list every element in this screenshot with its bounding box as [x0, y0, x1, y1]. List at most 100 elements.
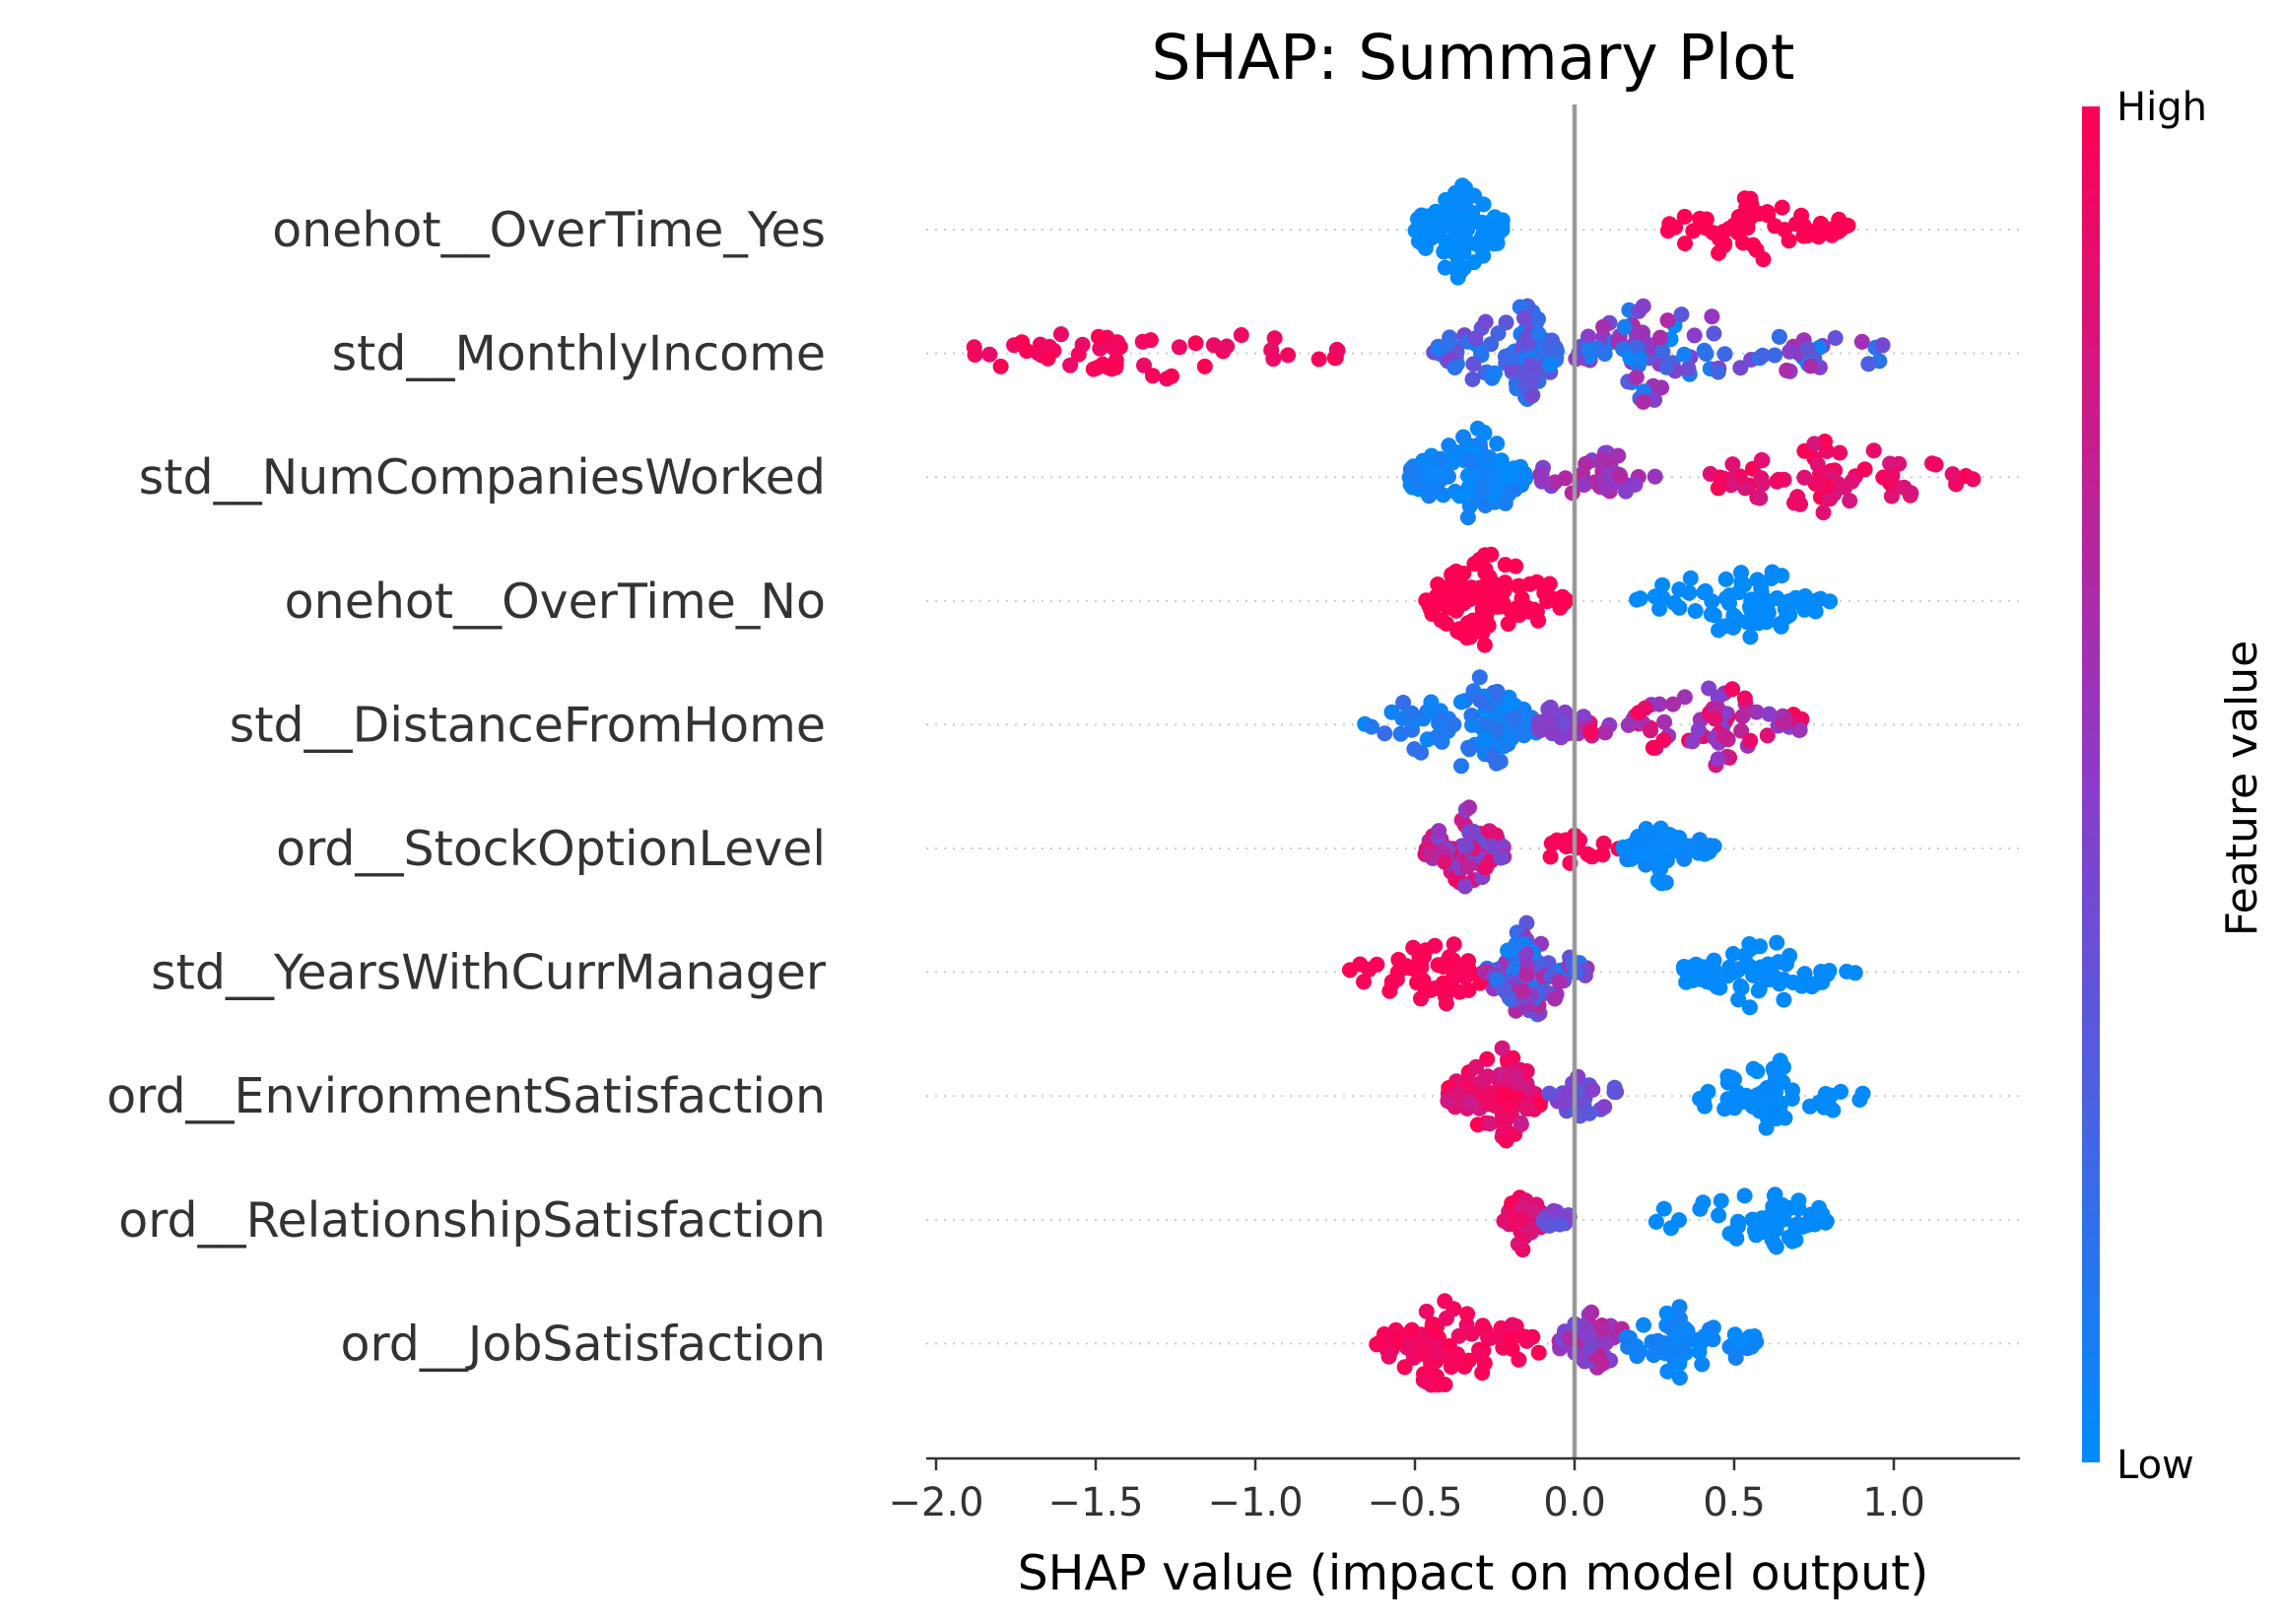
x-tick-label: 0.5 — [1703, 1480, 1766, 1525]
shap-point — [1548, 1203, 1565, 1220]
shap-point — [1728, 1230, 1745, 1247]
shap-point — [1052, 326, 1069, 343]
shap-point — [1522, 356, 1539, 372]
shap-point — [1710, 364, 1726, 380]
shap-point — [1363, 718, 1379, 735]
shap-point — [1455, 565, 1472, 581]
shap-point — [1582, 723, 1599, 740]
shap-point — [1461, 799, 1477, 816]
x-tick-label: −0.5 — [1367, 1480, 1462, 1525]
shap-point — [1742, 629, 1759, 645]
shap-point — [1767, 347, 1783, 364]
shap-point — [1497, 495, 1513, 511]
shap-point — [1748, 704, 1765, 720]
shap-point — [1671, 1355, 1688, 1372]
shap-point — [1434, 585, 1450, 602]
shap-point — [1458, 1317, 1475, 1333]
shap-point — [1484, 838, 1501, 854]
shap-point — [1744, 1099, 1761, 1115]
shap-point — [1430, 1377, 1446, 1393]
shap-point — [1684, 733, 1701, 750]
feature-label: ord__JobSatisfaction — [341, 1316, 826, 1372]
shap-point — [1266, 330, 1283, 347]
shap-point — [1539, 712, 1556, 729]
shap-point — [1658, 1335, 1675, 1352]
shap-point — [1729, 1213, 1746, 1230]
shap-point — [1265, 351, 1282, 368]
shap-point — [1428, 203, 1445, 220]
shap-point — [1488, 755, 1505, 772]
shap-point — [1444, 567, 1460, 583]
shap-point — [1136, 357, 1152, 373]
feature-label: ord__StockOptionLevel — [276, 821, 826, 877]
shap-point — [1487, 209, 1503, 226]
shap-point — [1503, 483, 1519, 499]
shap-point — [1445, 936, 1462, 953]
shap-point — [1453, 694, 1469, 710]
shap-point — [1543, 835, 1560, 851]
shap-point — [1465, 254, 1482, 271]
shap-point — [1807, 603, 1824, 620]
shap-point — [1779, 362, 1795, 378]
shap-point — [1542, 848, 1559, 865]
shap-point — [1774, 199, 1790, 216]
shap-point — [1671, 1370, 1688, 1387]
shap-point — [1727, 1349, 1744, 1366]
shap-point — [1142, 332, 1159, 349]
shap-point — [1164, 368, 1179, 384]
shap-point — [1424, 1319, 1441, 1335]
shap-point — [1438, 995, 1454, 1012]
shap-point — [1596, 1099, 1613, 1116]
shap-point — [1578, 455, 1594, 472]
shap-point — [1432, 717, 1448, 734]
shap-point — [1594, 846, 1611, 863]
shap-point — [1437, 1293, 1453, 1310]
shap-point — [1713, 1192, 1729, 1209]
shap-point — [1754, 347, 1771, 364]
shap-point — [1737, 480, 1754, 497]
shap-point — [1748, 1333, 1765, 1350]
shap-point — [1450, 235, 1467, 251]
shap-point — [1518, 966, 1535, 982]
shap-point — [1725, 946, 1741, 962]
shap-point — [1686, 327, 1703, 344]
shap-point — [1692, 1200, 1709, 1217]
shap-point — [1620, 716, 1637, 733]
shap-point — [1773, 618, 1789, 635]
shap-point — [1144, 368, 1161, 384]
shap-point — [1019, 343, 1035, 360]
shap-point — [1465, 356, 1482, 372]
shap-point — [1594, 451, 1611, 468]
feature-label: std__YearsWithCurrManager — [151, 945, 827, 1001]
shap-point — [1654, 576, 1671, 593]
shap-point — [1405, 939, 1422, 956]
shap-point — [1745, 967, 1762, 983]
shap-point — [1874, 337, 1891, 354]
shap-point — [1712, 469, 1728, 486]
shap-point — [1040, 350, 1056, 367]
shap-point — [1461, 498, 1478, 514]
shap-point — [1770, 471, 1786, 488]
shap-point — [1423, 694, 1440, 710]
shap-point — [1755, 251, 1772, 268]
shap-point — [1469, 420, 1486, 437]
shap-point — [1694, 1356, 1711, 1373]
shap-point — [1717, 571, 1734, 587]
shap-point — [1461, 741, 1478, 758]
shap-point — [1508, 936, 1524, 953]
shap-point — [1620, 1338, 1637, 1355]
shap-point — [1774, 1205, 1790, 1222]
shap-point — [1831, 211, 1848, 228]
colorbar-low-label: Low — [2117, 1443, 2194, 1488]
shap-point — [1070, 346, 1087, 363]
shap-point — [1712, 980, 1728, 996]
shap-point — [1656, 713, 1672, 730]
shap-point — [1280, 347, 1297, 364]
shap-point — [1777, 1110, 1793, 1126]
shap-point — [1760, 956, 1777, 973]
feature-label: onehot__OverTime_Yes — [272, 202, 826, 258]
shap-point — [1411, 1342, 1428, 1359]
colorbar-gradient — [2082, 106, 2100, 1462]
shap-point — [1691, 1343, 1708, 1360]
shap-point — [1437, 853, 1452, 870]
